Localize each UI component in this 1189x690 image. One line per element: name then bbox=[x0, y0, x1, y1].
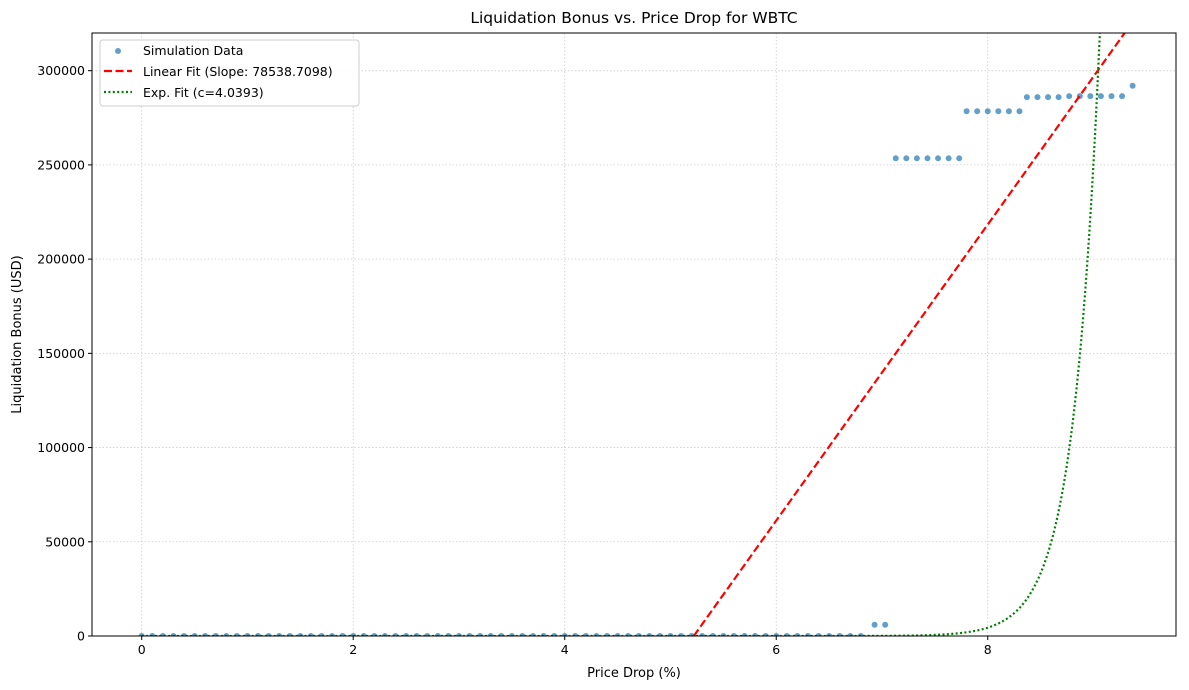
scatter-point bbox=[561, 633, 568, 636]
scatter-point bbox=[935, 155, 942, 162]
scatter-point bbox=[720, 633, 727, 636]
axis-ticks: 0 2 4 6 8 0 50000 100000 150000 200000 250000 30000… bbox=[37, 63, 991, 657]
y-tick-label: 200000 bbox=[37, 252, 85, 267]
scatter-point bbox=[956, 155, 963, 162]
scatter-point bbox=[1119, 93, 1126, 100]
scatter-point bbox=[1055, 94, 1062, 101]
scatter-point bbox=[223, 633, 230, 636]
scatter-point bbox=[1129, 82, 1136, 89]
x-tick-label: 0 bbox=[138, 642, 146, 657]
legend-box bbox=[99, 39, 360, 107]
scatter-point bbox=[882, 621, 889, 628]
y-tick-label: 0 bbox=[77, 629, 85, 644]
scatter-point bbox=[540, 633, 547, 636]
scatter-point bbox=[984, 108, 991, 115]
scatter-point bbox=[1066, 93, 1073, 100]
scatter-point bbox=[773, 633, 780, 636]
scatter-point bbox=[276, 633, 283, 636]
scatter-point bbox=[1016, 108, 1023, 115]
scatter-point bbox=[903, 155, 910, 162]
scatter-point bbox=[381, 633, 388, 636]
scatter-point bbox=[667, 633, 674, 636]
scatter-point bbox=[487, 633, 494, 636]
scatter-point bbox=[508, 633, 515, 636]
y-axis-label: Liquidation Bonus (USD) bbox=[10, 255, 25, 413]
scatter-point bbox=[329, 633, 336, 636]
legend-entry-label: Exp. Fit (c=4.0393) bbox=[143, 85, 264, 100]
x-tick-label: 4 bbox=[561, 642, 569, 657]
legend: Simulation Data Linear Fit (Slope: 78538.… bbox=[99, 39, 360, 107]
scatter-point bbox=[1097, 93, 1104, 100]
scatter-point bbox=[924, 155, 931, 162]
scatter-point bbox=[1023, 94, 1030, 101]
exp-fit-curve bbox=[141, 33, 1101, 636]
x-tick-label: 2 bbox=[349, 642, 357, 657]
y-tick-label: 150000 bbox=[37, 346, 85, 361]
scatter-point bbox=[1034, 94, 1041, 101]
x-tick-label: 8 bbox=[984, 642, 992, 657]
grid bbox=[92, 33, 1176, 637]
scatter-point bbox=[1108, 93, 1115, 100]
scatter-point bbox=[170, 633, 177, 636]
plot-area bbox=[138, 33, 1136, 636]
scatter-point bbox=[945, 155, 952, 162]
y-tick-label: 100000 bbox=[37, 440, 85, 455]
x-axis-label: Price Drop (%) bbox=[587, 666, 681, 681]
scatter-point bbox=[974, 108, 981, 115]
scatter-point bbox=[963, 108, 970, 115]
y-tick-label: 300000 bbox=[37, 63, 85, 78]
legend-marker-scatter bbox=[115, 48, 121, 54]
plot-frame bbox=[91, 32, 1177, 637]
legend-entry-label: Linear Fit (Slope: 78538.7098) bbox=[143, 64, 333, 79]
scatter-point bbox=[995, 108, 1002, 115]
x-tick-label: 6 bbox=[772, 642, 780, 657]
y-tick-label: 50000 bbox=[45, 534, 85, 549]
legend-entry-label: Simulation Data bbox=[143, 43, 243, 58]
scatter-point bbox=[434, 633, 441, 636]
scatter-point bbox=[1045, 94, 1052, 101]
scatter-point bbox=[913, 155, 920, 162]
y-tick-label: 250000 bbox=[37, 157, 85, 172]
linear-fit-line bbox=[692, 33, 1126, 636]
scatter-point bbox=[826, 633, 833, 636]
chart-title: Liquidation Bonus vs. Price Drop for WBT… bbox=[470, 9, 797, 27]
scatter-point bbox=[1087, 93, 1094, 100]
scatter-point bbox=[614, 633, 621, 636]
scatter-point bbox=[871, 621, 878, 628]
scatter-point bbox=[892, 155, 899, 162]
scatter-point bbox=[1005, 108, 1012, 115]
